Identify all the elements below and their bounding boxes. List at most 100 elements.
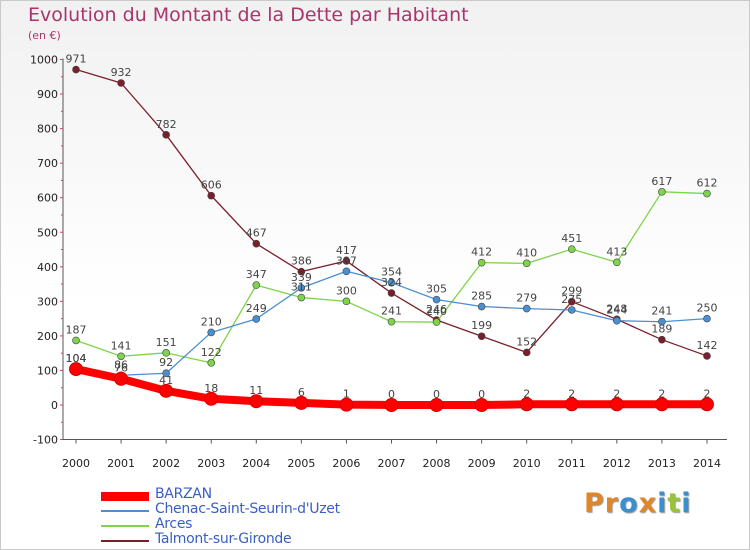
data-label-0: 2	[523, 387, 530, 400]
series-point-3	[387, 289, 396, 297]
series-point-3	[567, 297, 576, 306]
series-point-2	[297, 293, 306, 302]
series-point-2	[658, 188, 666, 196]
data-label-2: 141	[111, 339, 132, 352]
data-label-1: 250	[696, 302, 717, 315]
data-label-0: 41	[159, 374, 173, 387]
data-label-0: 6	[298, 386, 305, 399]
data-label-0: 1	[343, 388, 350, 401]
series-point-1	[432, 295, 441, 304]
series-point-1	[522, 304, 531, 313]
series-point-1	[162, 369, 170, 378]
data-label-2: 151	[156, 336, 177, 349]
data-label-3: 246	[426, 303, 447, 316]
legend-label: Arces	[155, 516, 193, 532]
series-point-2	[703, 189, 711, 198]
series-point-3	[162, 131, 170, 139]
x-tick-label: 2004	[242, 457, 270, 470]
data-label-1: 354	[381, 266, 402, 279]
series-point-1	[658, 317, 666, 326]
y-tick-label: 400	[37, 261, 58, 274]
data-label-3: 199	[471, 319, 492, 332]
legend-swatch	[101, 510, 149, 512]
data-label-1: 249	[246, 302, 267, 315]
x-tick-label: 2013	[648, 457, 676, 470]
series-point-3	[117, 79, 125, 87]
data-label-2: 187	[66, 323, 87, 336]
data-label-3: 932	[111, 66, 132, 79]
chart-subtitle: (en €)	[28, 29, 61, 42]
data-label-0: 0	[478, 388, 485, 401]
data-label-3: 142	[696, 339, 717, 352]
series-point-2	[342, 297, 351, 306]
x-tick-label: 2005	[287, 457, 315, 470]
data-label-1: 387	[336, 254, 357, 267]
series-point-2	[117, 352, 125, 361]
logo-letter: t	[667, 488, 682, 519]
series-point-1	[477, 302, 486, 311]
data-label-2: 412	[471, 246, 492, 259]
legend-swatch	[101, 525, 149, 527]
data-label-2: 300	[336, 284, 357, 297]
series-point-2	[432, 318, 441, 326]
logo-letter: i	[657, 488, 668, 519]
data-label-3: 782	[156, 118, 177, 131]
series-point-1	[252, 315, 261, 323]
data-label-3: 248	[606, 302, 627, 315]
data-label-2: 347	[246, 268, 267, 281]
y-tick-label: 200	[37, 330, 58, 343]
data-label-3: 189	[651, 323, 672, 336]
data-label-0: 0	[388, 388, 395, 401]
series-point-0	[474, 398, 489, 412]
x-tick-label: 2006	[332, 457, 360, 470]
data-label-1: 279	[516, 292, 537, 305]
data-label-3: 417	[336, 244, 357, 257]
data-label-0: 0	[433, 388, 440, 401]
logo-letter: r	[604, 488, 620, 519]
x-tick-label: 2003	[197, 457, 225, 470]
series-point-0	[159, 383, 174, 398]
data-label-1: 210	[201, 315, 222, 328]
series-point-3	[207, 191, 216, 200]
series-point-0	[699, 397, 714, 412]
y-tick-label: -100	[33, 434, 58, 447]
y-tick-label: 100	[37, 364, 58, 377]
data-label-1: 305	[426, 283, 447, 296]
data-label-2: 451	[561, 232, 582, 245]
x-tick-label: 2001	[107, 457, 135, 470]
series-point-3	[522, 348, 531, 357]
series-point-0	[339, 397, 354, 412]
data-label-3: 971	[66, 53, 87, 66]
data-label-0: 2	[658, 387, 665, 400]
series-point-1	[297, 284, 306, 292]
x-tick-label: 2007	[377, 457, 405, 470]
data-label-1: 86	[114, 358, 128, 371]
y-tick-label: 800	[37, 123, 58, 136]
y-tick-label: 300	[37, 295, 58, 308]
x-tick-label: 2000	[62, 457, 90, 470]
data-label-0: 11	[249, 384, 263, 397]
data-label-1: 244	[606, 304, 627, 317]
series-point-0	[519, 397, 534, 412]
y-tick-label: 900	[37, 88, 58, 101]
series-point-3	[297, 267, 306, 276]
x-tick-label: 2012	[603, 457, 631, 470]
series-point-2	[72, 336, 80, 345]
y-tick-label: 500	[37, 226, 58, 239]
data-label-1: 339	[291, 271, 312, 284]
x-tick-label: 2014	[693, 457, 721, 470]
data-label-0: 2	[703, 387, 710, 400]
data-label-2: 122	[201, 346, 222, 359]
data-label-2: 612	[696, 177, 717, 190]
data-label-0: 104	[66, 352, 87, 365]
data-label-0: 2	[568, 387, 575, 400]
data-label-2: 241	[381, 305, 402, 318]
x-tick-label: 2010	[513, 457, 541, 470]
series-point-2	[522, 259, 531, 268]
data-label-0: 2	[613, 387, 620, 400]
series-point-0	[69, 362, 83, 377]
series-point-1	[567, 306, 576, 314]
series-point-3	[342, 257, 351, 265]
